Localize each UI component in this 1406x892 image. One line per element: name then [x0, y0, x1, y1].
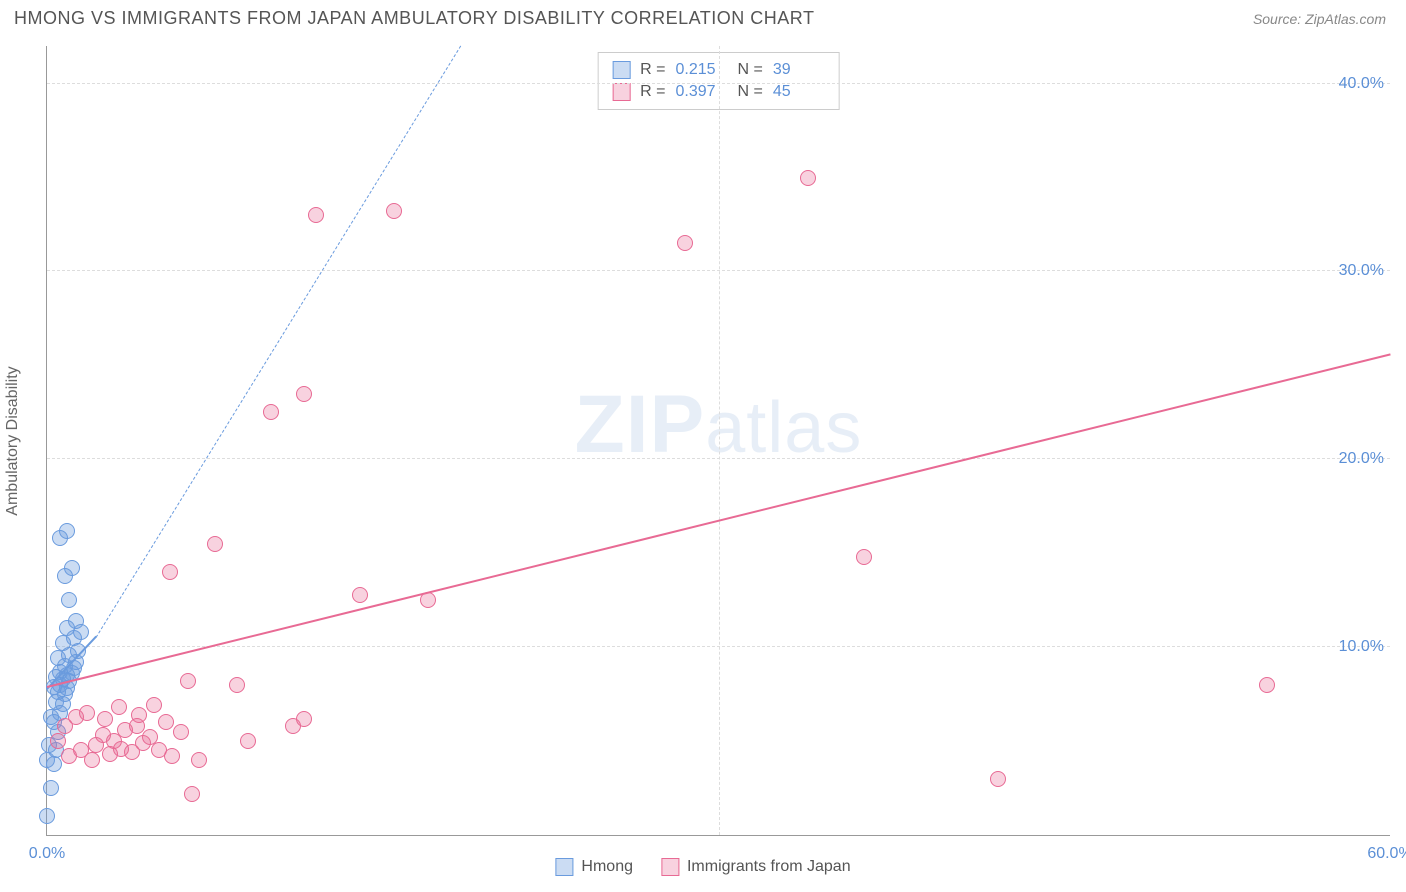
trend-line	[96, 45, 462, 637]
legend-swatch	[661, 858, 679, 876]
data-point	[39, 808, 55, 824]
y-tick-label: 10.0%	[1339, 638, 1384, 656]
data-point	[308, 207, 324, 223]
data-point	[173, 724, 189, 740]
data-point	[296, 711, 312, 727]
legend-swatch	[612, 83, 630, 101]
plot-region: Ambulatory Disability ZIPatlas R =0.215N…	[46, 46, 1390, 836]
data-point	[111, 699, 127, 715]
data-point	[131, 707, 147, 723]
data-point	[229, 677, 245, 693]
data-point	[180, 673, 196, 689]
chart-area: Ambulatory Disability ZIPatlas R =0.215N…	[46, 46, 1390, 836]
data-point	[240, 733, 256, 749]
data-point	[68, 709, 84, 725]
legend-label: Hmong	[581, 858, 633, 876]
legend-swatch	[612, 61, 630, 79]
legend-series: Hmong Immigrants from Japan	[555, 858, 850, 876]
data-point	[184, 786, 200, 802]
y-tick-label: 20.0%	[1339, 450, 1384, 468]
legend-label: Immigrants from Japan	[687, 858, 851, 876]
data-point	[990, 771, 1006, 787]
data-point	[61, 592, 77, 608]
data-point	[59, 523, 75, 539]
data-point	[84, 752, 100, 768]
legend-r-label: R =	[640, 83, 665, 101]
data-point	[352, 587, 368, 603]
data-point	[296, 386, 312, 402]
legend-r-value: 0.397	[676, 83, 728, 101]
legend-item: Hmong	[555, 858, 633, 876]
data-point	[97, 711, 113, 727]
legend-n-value: 45	[773, 83, 825, 101]
y-tick-label: 30.0%	[1339, 262, 1384, 280]
data-point	[191, 752, 207, 768]
data-point	[158, 714, 174, 730]
data-point	[207, 536, 223, 552]
data-point	[800, 170, 816, 186]
legend-item: Immigrants from Japan	[661, 858, 851, 876]
y-tick-label: 40.0%	[1339, 75, 1384, 93]
legend-n-label: N =	[738, 83, 763, 101]
legend-r-value: 0.215	[676, 61, 728, 79]
data-point	[43, 780, 59, 796]
data-point	[146, 697, 162, 713]
y-axis-label: Ambulatory Disability	[4, 366, 22, 515]
data-point	[263, 404, 279, 420]
chart-title: HMONG VS IMMIGRANTS FROM JAPAN AMBULATOR…	[14, 8, 814, 29]
data-point	[50, 733, 66, 749]
legend-n-value: 39	[773, 61, 825, 79]
legend-swatch	[555, 858, 573, 876]
data-point	[1259, 677, 1275, 693]
data-point	[162, 564, 178, 580]
gridline-v	[719, 46, 720, 835]
x-tick-label: 0.0%	[29, 845, 65, 863]
data-point	[677, 235, 693, 251]
data-point	[164, 748, 180, 764]
data-point	[386, 203, 402, 219]
source-label: Source: ZipAtlas.com	[1253, 11, 1386, 27]
legend-n-label: N =	[738, 61, 763, 79]
data-point	[68, 613, 84, 629]
data-point	[64, 560, 80, 576]
data-point	[856, 549, 872, 565]
legend-r-label: R =	[640, 61, 665, 79]
x-tick-label: 60.0%	[1367, 845, 1406, 863]
